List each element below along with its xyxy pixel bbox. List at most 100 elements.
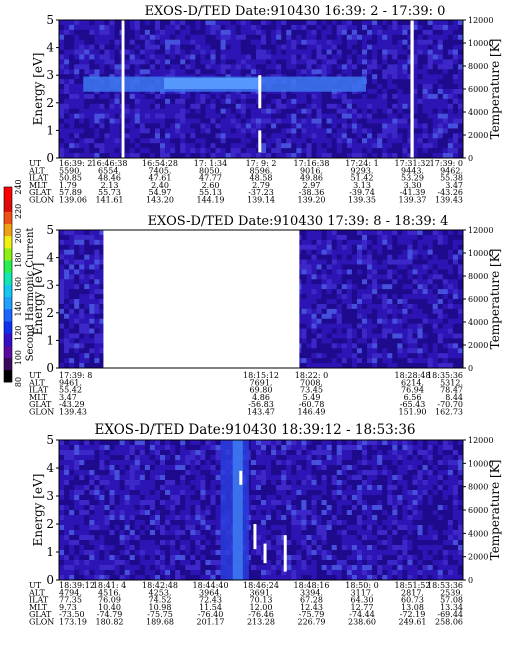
spectrogram-cell xyxy=(170,148,176,154)
spectrogram-cell xyxy=(316,39,322,45)
spectrogram-cell xyxy=(397,318,403,324)
spectrogram-cell xyxy=(99,540,105,546)
spectrogram-cell xyxy=(311,148,317,154)
spectrogram-cell xyxy=(326,69,332,75)
spectrogram-cell xyxy=(74,69,80,75)
y-tick-label: 1 xyxy=(46,123,54,137)
spectrogram-cell xyxy=(372,39,378,45)
spectrogram-cell xyxy=(321,230,327,236)
spectrogram-cell xyxy=(271,143,277,149)
spectrogram-cell xyxy=(64,550,70,556)
spectrogram-cell xyxy=(316,138,322,144)
spectrogram-cell xyxy=(457,49,464,55)
spectrogram-cell xyxy=(59,29,65,36)
spectrogram-cell xyxy=(437,74,444,80)
spectrogram-cell xyxy=(392,113,398,119)
spectrogram-cell xyxy=(79,560,85,566)
spectrogram-cell xyxy=(114,148,120,154)
spectrogram-cell xyxy=(346,93,353,100)
spectrogram-cell xyxy=(74,64,80,70)
spectrogram-cell xyxy=(397,49,403,55)
spectrogram-cell xyxy=(255,49,262,55)
spectrogram-cell xyxy=(245,148,252,154)
spectrogram-cell xyxy=(160,153,166,159)
spectrogram-cell xyxy=(316,44,322,50)
spectrogram-cell xyxy=(402,363,408,369)
spectrogram-cell xyxy=(104,490,110,496)
spectrogram-cell xyxy=(220,20,226,26)
spectrogram-cell xyxy=(452,143,459,149)
spectrogram-cell xyxy=(367,269,373,275)
spectrogram-cell xyxy=(321,264,327,270)
spectrogram-cell xyxy=(245,20,252,26)
spectrogram-cell xyxy=(336,363,343,369)
spectrogram-cell xyxy=(447,338,454,344)
spectrogram-cell xyxy=(387,39,393,45)
spectrogram-cell xyxy=(220,108,226,114)
spectrogram-cell xyxy=(94,480,100,486)
spectrogram-cell xyxy=(180,103,186,110)
spectrogram-cell xyxy=(94,108,100,114)
spectrogram-cell xyxy=(392,69,398,75)
spectrogram-cell xyxy=(422,64,428,70)
spectrogram-cell xyxy=(422,363,428,369)
spectrogram-cell xyxy=(422,303,428,310)
spectrogram-cell xyxy=(427,328,433,334)
spectrogram-cell xyxy=(129,29,136,36)
spectrogram-cell xyxy=(200,148,206,154)
spectrogram-cell xyxy=(341,143,348,149)
spectrogram-cell xyxy=(382,358,388,364)
spectrogram-cell xyxy=(387,289,393,295)
spectrogram-cell xyxy=(286,20,292,26)
spectrogram-cell xyxy=(84,555,90,561)
spectrogram-cell xyxy=(175,69,181,75)
spectrogram-cell xyxy=(351,249,358,255)
spectrogram-cell xyxy=(165,133,171,139)
spectrogram-cell xyxy=(79,308,85,315)
spectrogram-cell xyxy=(331,254,338,260)
spectrogram-cell xyxy=(351,59,358,65)
spectrogram-cell xyxy=(74,323,80,329)
spectrogram-cell xyxy=(306,323,312,329)
spectrogram-cell xyxy=(356,230,363,236)
spectrogram-cell xyxy=(407,113,413,119)
spectrogram-cell xyxy=(84,128,90,134)
spectrogram-cell xyxy=(362,279,368,285)
spectrogram-cell xyxy=(437,128,444,134)
spectrogram-cell xyxy=(306,299,312,305)
spectrogram-cell xyxy=(417,318,423,324)
spectrogram-cell xyxy=(104,445,110,451)
spectrogram-cell xyxy=(316,348,322,354)
spectrogram-cell xyxy=(79,575,85,581)
spectrogram-cell xyxy=(240,123,247,129)
spectrogram-cell xyxy=(276,133,282,139)
spectrogram-cell xyxy=(89,313,95,320)
spectrogram-cell xyxy=(387,358,393,364)
spectrogram-cell xyxy=(240,44,247,50)
spectrogram-cell xyxy=(64,44,70,50)
orbit-value: 4.86 xyxy=(252,393,270,402)
spectrogram-cell xyxy=(417,34,423,41)
spectrogram-cell xyxy=(392,353,398,359)
spectrogram-cell xyxy=(200,123,206,129)
spectrogram-cell xyxy=(377,279,383,285)
spectrogram-cell xyxy=(452,308,459,315)
spectrogram-cell xyxy=(266,133,272,139)
spectrogram-cell xyxy=(397,59,403,65)
spectrogram-cell xyxy=(457,143,464,149)
spectrogram-cell xyxy=(255,39,262,45)
spectrogram-cell xyxy=(190,133,196,139)
spectrogram-cell xyxy=(442,123,449,129)
spectrogram-cell xyxy=(367,308,373,315)
spectrogram-cell xyxy=(59,239,65,246)
spectrogram-cell xyxy=(356,234,363,241)
orbit-value: 17:24: 1 xyxy=(345,159,378,168)
spectrogram-cell xyxy=(74,363,80,369)
spectrogram-cell xyxy=(296,118,302,124)
spectrogram-cell xyxy=(387,89,393,95)
spectrogram-cell xyxy=(336,244,343,251)
spectrogram-cell xyxy=(84,24,90,31)
spectrogram-cell xyxy=(372,113,378,119)
spectrogram-cell xyxy=(341,348,348,354)
spectrogram-cell xyxy=(407,264,413,270)
